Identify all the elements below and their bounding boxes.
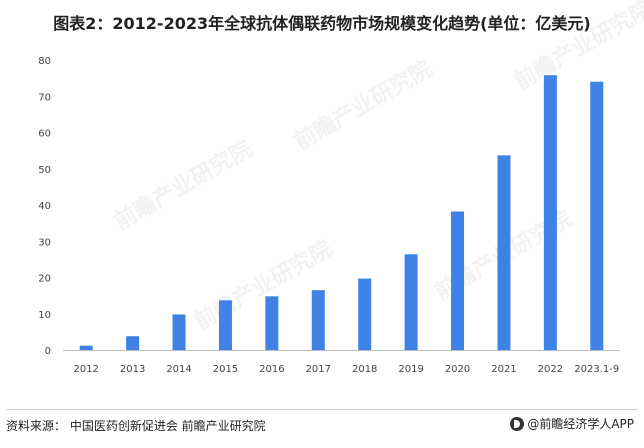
bar-2012 [79, 345, 93, 350]
x-tick-label: 2023.1-9 [574, 364, 619, 375]
watermark-text: 前瞻产业研究院 [510, 0, 644, 95]
watermark-text: 前瞻产业研究院 [290, 56, 436, 156]
x-tick-label: 2020 [445, 364, 470, 375]
bar-chart: 前瞻产业研究院前瞻产业研究院前瞻产业研究院前瞻产业研究院前瞻产业研究院01020… [38, 0, 644, 375]
x-tick-label: 2022 [538, 364, 563, 375]
chart-title: 图表2：2012-2023年全球抗体偶联药物市场规模变化趋势(单位：亿美元) [53, 14, 591, 33]
y-tick-label: 80 [38, 56, 51, 67]
footer-divider [6, 409, 638, 410]
x-tick-label: 2017 [306, 364, 331, 375]
x-tick-label: 2018 [352, 364, 377, 375]
y-tick-label: 0 [45, 346, 51, 357]
y-tick-label: 40 [38, 201, 51, 212]
y-tick-label: 10 [38, 310, 51, 321]
bar-2014 [172, 314, 186, 350]
bar-2017 [311, 290, 325, 350]
x-tick-label: 2012 [73, 364, 98, 375]
bar-2016 [265, 296, 279, 350]
brand-logo-icon [510, 416, 525, 431]
bar-2013 [126, 336, 140, 350]
x-tick-label: 2013 [120, 364, 145, 375]
y-tick-label: 20 [38, 274, 51, 285]
y-tick-label: 60 [38, 129, 51, 140]
y-tick-label: 50 [38, 165, 51, 176]
watermark-text: 前瞻产业研究院 [110, 136, 256, 236]
y-tick-label: 70 [38, 92, 51, 103]
bar-2019 [404, 254, 418, 350]
bar-2020 [451, 211, 465, 350]
x-tick-label: 2014 [166, 364, 191, 375]
brand-credit: @前瞻经济学人APP [510, 415, 634, 432]
bar-2023.1-9 [590, 81, 604, 350]
x-tick-label: 2016 [259, 364, 284, 375]
x-tick-label: 2015 [213, 364, 238, 375]
bar-2022 [543, 75, 557, 350]
y-tick-label: 30 [38, 237, 51, 248]
x-tick-label: 2019 [398, 364, 423, 375]
brand-label: @前瞻经济学人APP [527, 417, 634, 431]
x-tick-label: 2021 [491, 364, 516, 375]
bar-2021 [497, 155, 511, 350]
bar-2018 [358, 278, 372, 350]
source-note: 资料来源： 中国医药创新促进会 前瞻产业研究院 [6, 419, 266, 433]
bar-2015 [218, 300, 232, 350]
